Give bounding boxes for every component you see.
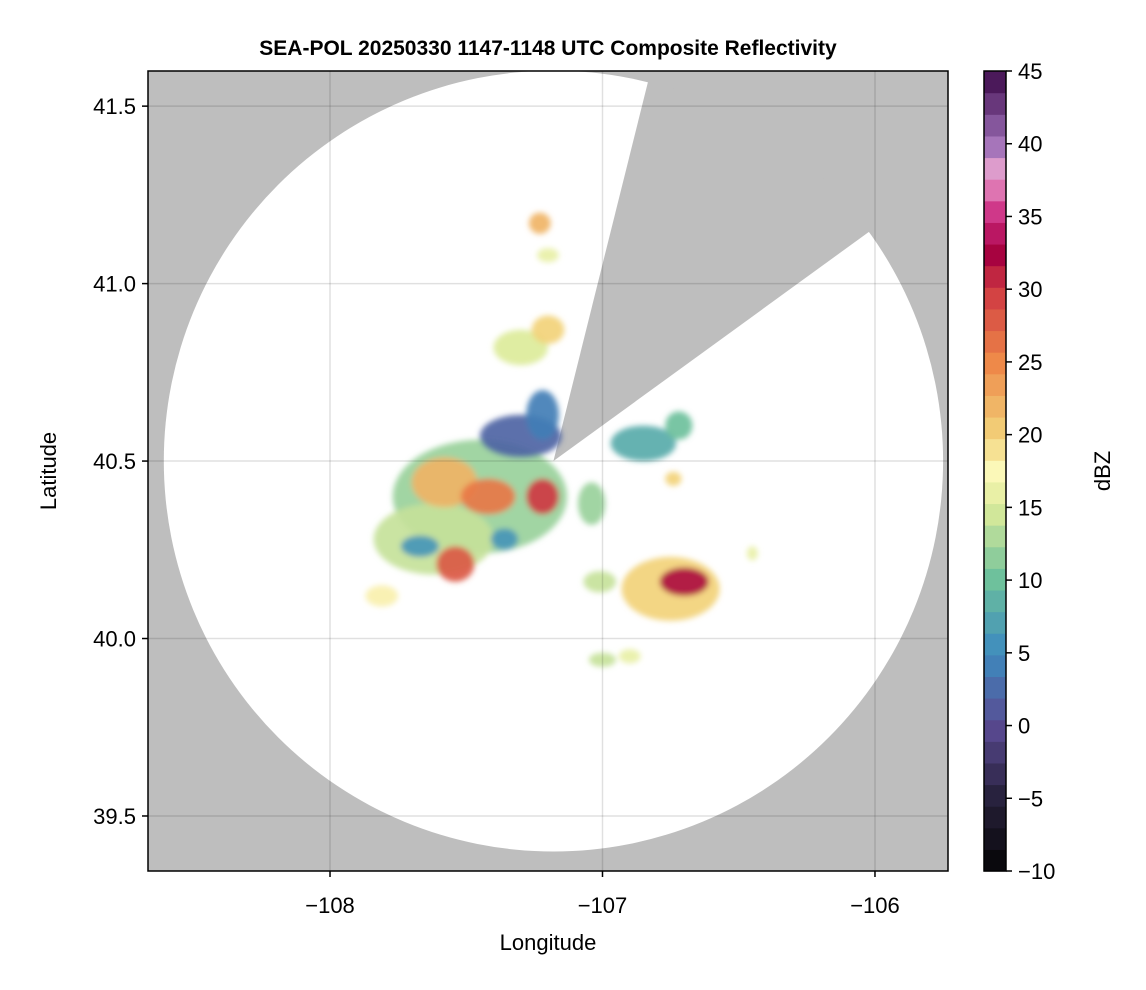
colorbar-segment	[984, 179, 1006, 202]
colorbar-segment	[984, 135, 1006, 159]
echo-cell	[493, 329, 548, 366]
colorbar-segment	[984, 698, 1006, 721]
colorbar-segment	[984, 654, 1006, 678]
echo-cell	[526, 478, 559, 515]
colorbar-segment	[984, 200, 1006, 223]
colorbar-tick-label: −5	[1018, 786, 1043, 811]
colorbar-tick-label: 5	[1018, 641, 1030, 666]
echo-cell	[665, 411, 693, 440]
colorbar-segment	[984, 546, 1006, 569]
colorbar-tick-label: 25	[1018, 350, 1042, 375]
echo-cell	[588, 652, 617, 667]
colorbar-tick-label: 30	[1018, 277, 1042, 302]
x-tick-label: −107	[578, 893, 628, 918]
colorbar-frame	[983, 70, 1007, 872]
colorbar-label: dBZ	[1090, 451, 1115, 491]
chart-title: SEA-POL 20250330 1147-1148 UTC Composite…	[259, 37, 837, 60]
echo-cell	[526, 390, 559, 440]
colorbar: −10 −5 0 5 10 15 20 25 30 35 40 45	[983, 59, 1055, 884]
y-tick-label: 39.5	[93, 804, 136, 829]
colorbar-segment	[984, 460, 1006, 483]
colorbar-segment	[984, 395, 1006, 418]
x-axis: −108 −107 −106	[305, 871, 900, 918]
colorbar-segment	[984, 611, 1006, 634]
echo-layer	[365, 212, 758, 667]
colorbar-segment	[984, 719, 1006, 742]
colorbar-segment	[984, 503, 1006, 526]
echo-cell	[665, 471, 682, 486]
y-axis-label: Latitude	[36, 432, 61, 510]
y-tick-label: 40.0	[93, 627, 136, 652]
y-axis: 39.5 40.0 40.5 41.0 41.5	[93, 94, 148, 829]
echo-cell	[400, 535, 440, 557]
colorbar-segment	[984, 568, 1006, 591]
plot-area	[148, 71, 948, 871]
colorbar-segment	[984, 589, 1006, 613]
colorbar-segment	[984, 71, 1006, 94]
x-tick-label: −108	[305, 893, 355, 918]
colorbar-segment	[984, 222, 1006, 245]
colorbar-tick-label: 0	[1018, 714, 1030, 739]
colorbar-segment	[984, 157, 1006, 180]
echo-cell	[537, 248, 559, 263]
colorbar-segment	[984, 438, 1006, 461]
plot-frame	[147, 70, 949, 872]
echo-cell	[659, 567, 709, 596]
colorbar-segment	[984, 265, 1006, 288]
echo-cell	[610, 425, 677, 462]
grid	[148, 71, 948, 871]
colorbar-segment	[984, 633, 1006, 656]
colorbar-segment	[984, 784, 1006, 807]
colorbar-tick-label: 15	[1018, 495, 1042, 520]
colorbar-segment	[984, 827, 1006, 850]
y-tick-label: 41.0	[93, 272, 136, 297]
colorbar-segment	[984, 287, 1006, 310]
y-tick-label: 41.5	[93, 94, 136, 119]
colorbar-segment	[984, 352, 1006, 375]
echo-cell	[531, 315, 565, 344]
x-tick-label: −106	[850, 893, 900, 918]
colorbar-segment	[984, 308, 1006, 332]
echo-cell	[436, 546, 475, 582]
colorbar-tick-label: 40	[1018, 132, 1042, 157]
colorbar-tick-label: −10	[1018, 859, 1055, 884]
colorbar-segment	[984, 92, 1006, 115]
colorbar-segment	[984, 114, 1006, 137]
colorbar-segment	[984, 525, 1006, 548]
colorbar-tick-label: 35	[1018, 204, 1042, 229]
colorbar-segment	[984, 416, 1006, 440]
colorbar-segment	[984, 806, 1006, 829]
echo-cell	[365, 585, 399, 607]
colorbar-tick-label: 10	[1018, 568, 1042, 593]
colorbar-segment	[984, 243, 1006, 267]
colorbar-segment	[984, 741, 1006, 764]
colorbar-segment	[984, 330, 1006, 353]
colorbar-tick-label: 20	[1018, 423, 1042, 448]
echo-cell	[618, 649, 641, 664]
colorbar-segment	[984, 762, 1006, 786]
x-axis-label: Longitude	[500, 930, 597, 955]
colorbar-tick-label: 45	[1018, 59, 1042, 84]
echo-cell	[460, 478, 516, 515]
echo-cell	[746, 546, 758, 561]
colorbar-segment	[984, 481, 1006, 505]
echo-cell	[490, 528, 519, 550]
colorbar-segment	[984, 849, 1006, 872]
echo-cell	[528, 212, 551, 234]
echo-cell	[411, 457, 478, 508]
y-tick-label: 40.5	[93, 449, 136, 474]
colorbar-segment	[984, 373, 1006, 396]
echo-cell	[577, 482, 606, 525]
echo-cell	[583, 571, 617, 593]
colorbar-segment	[984, 676, 1006, 699]
